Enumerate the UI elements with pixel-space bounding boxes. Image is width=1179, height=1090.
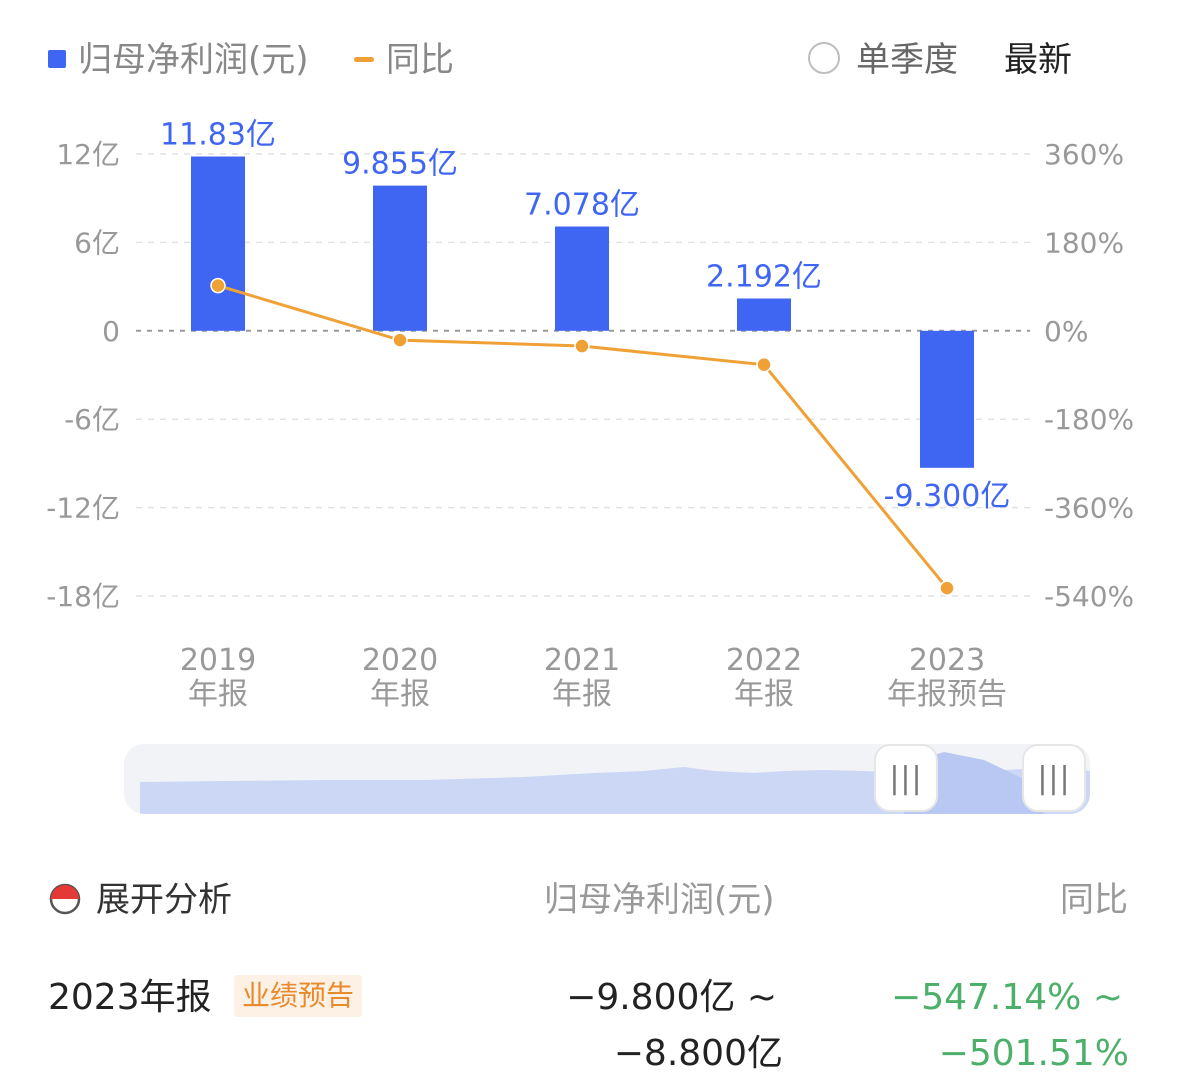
quarter-radio-icon[interactable] <box>808 42 840 74</box>
bar-value-label: 11.83亿 <box>160 118 276 153</box>
x-tick-year: 2022 <box>726 643 802 678</box>
left-tick-label: -12亿 <box>46 492 120 525</box>
right-tick-label: 360% <box>1044 138 1124 171</box>
row-period-label: 2023年报 <box>48 977 212 1018</box>
profit-range-line2: −8.800亿 <box>613 1033 783 1074</box>
legend-bar-label: 归母净利润(元) <box>78 40 309 80</box>
right-tick-label: 180% <box>1044 226 1124 259</box>
x-tick-year: 2023 <box>909 643 985 678</box>
yoy-point <box>392 332 408 348</box>
bar-value-label: 7.078亿 <box>524 188 640 223</box>
legend-bar-swatch <box>48 50 66 68</box>
legend-line-swatch <box>354 57 374 62</box>
x-tick-period: 年报 <box>734 677 794 712</box>
range-slider-track[interactable]: ||| ||| <box>124 744 1090 814</box>
slider-selected-area <box>904 752 1044 814</box>
profit-range-line1: −9.800亿 ~ <box>566 977 777 1018</box>
x-tick-period: 年报 <box>370 677 430 712</box>
slider-left-handle[interactable]: ||| <box>874 744 938 812</box>
profit-bar <box>920 330 974 468</box>
yoy-point <box>210 277 226 294</box>
x-tick-year: 2021 <box>544 643 620 678</box>
left-tick-label: 0 <box>102 315 120 348</box>
profit-bar <box>737 298 791 331</box>
pie-chart-icon <box>49 883 81 915</box>
yoy-point <box>574 338 590 354</box>
x-tick-period: 年报预告 <box>887 677 1007 712</box>
bar-value-label: 2.192亿 <box>706 260 822 295</box>
yoy-range-line2: −501.51% <box>938 1033 1129 1074</box>
col-header-profit: 归母净利润(元) <box>544 880 775 920</box>
profit-bar <box>191 156 245 331</box>
right-tick-label: -360% <box>1044 492 1134 525</box>
slider-preview-area <box>140 752 1090 814</box>
quarter-toggle-label[interactable]: 单季度 <box>856 40 958 80</box>
yoy-point <box>756 356 772 373</box>
bar-value-label: 9.855亿 <box>342 147 458 182</box>
legend-line-label: 同比 <box>386 40 454 80</box>
slider-preview-path <box>140 767 1090 814</box>
x-tick-year: 2019 <box>180 643 256 678</box>
left-tick-label: 12亿 <box>56 138 120 171</box>
bar-value-label: -9.300亿 <box>884 479 1011 514</box>
x-tick-period: 年报 <box>552 677 612 712</box>
slider-right-handle[interactable]: ||| <box>1022 744 1086 812</box>
yoy-point <box>939 580 955 596</box>
left-tick-label: -18亿 <box>46 580 120 613</box>
forecast-badge: 业绩预告 <box>234 975 363 1017</box>
profit-chart: 12亿 6亿 0 -6亿 -12亿 -18亿 360% 180% 0% -180% -360% -54… <box>46 118 1134 712</box>
right-tick-label: 0% <box>1044 315 1088 348</box>
latest-button[interactable]: 最新 <box>1004 40 1072 80</box>
right-tick-label: -540% <box>1044 580 1134 613</box>
col-header-yoy: 同比 <box>1060 880 1128 920</box>
x-tick-period: 年报 <box>188 677 248 712</box>
profit-bar <box>373 185 427 331</box>
profit-bar <box>555 226 609 331</box>
expand-analysis-title[interactable]: 展开分析 <box>96 880 232 920</box>
yoy-range-line1: −547.14% ~ <box>891 977 1123 1018</box>
left-tick-label: 6亿 <box>74 226 120 259</box>
x-tick-year: 2020 <box>362 643 438 678</box>
left-tick-label: -6亿 <box>64 403 120 436</box>
right-tick-label: -180% <box>1044 403 1134 436</box>
